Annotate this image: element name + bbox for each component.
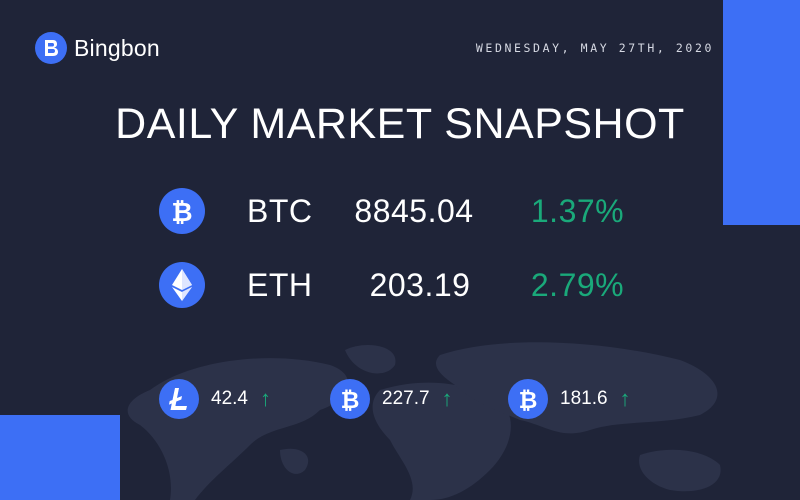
- coin-price: 8845.04: [354, 193, 474, 229]
- bitcoin-icon: ₿: [508, 379, 548, 419]
- bitcoin-icon: ₿: [159, 188, 205, 234]
- mini-ticker-litecoin: 42.4 ↑: [159, 378, 271, 420]
- coin-price: 203.19: [369, 267, 471, 303]
- coin-row-btc: ₿ BTC 8845.04 1.37%: [0, 188, 800, 240]
- coin-symbol: ETH: [247, 267, 313, 303]
- arrow-up-icon: ↑: [619, 386, 631, 411]
- brand-name: Bingbon: [74, 34, 160, 61]
- svg-text:₿: ₿: [341, 388, 360, 412]
- arrow-up-icon: ↑: [441, 386, 453, 411]
- mini-ticker-bitcoin: ₿ 227.7 ↑: [330, 378, 453, 420]
- ethereum-icon: [159, 262, 205, 308]
- ticker-value: 181.6: [560, 388, 608, 409]
- accent-block-top-right: [723, 0, 800, 225]
- date-label: WEDNESDAY, MAY 27TH, 2020: [475, 41, 714, 55]
- coin-symbol: BTC: [247, 193, 313, 229]
- mini-ticker-bitcoin-2: ₿ 181.6 ↑: [508, 378, 631, 420]
- ticker-value: 227.7: [382, 388, 430, 409]
- brand-logo[interactable]: Bingbon: [35, 32, 160, 64]
- bitcoin-icon: ₿: [330, 379, 370, 419]
- litecoin-icon: [159, 379, 199, 419]
- world-map-background: [127, 342, 721, 500]
- page-title: DAILY MARKET SNAPSHOT: [115, 100, 685, 148]
- coin-change: 2.79%: [530, 267, 625, 303]
- svg-text:₿: ₿: [171, 198, 192, 226]
- bingbon-logo-icon: [35, 32, 67, 64]
- ticker-value: 42.4: [211, 388, 248, 409]
- coin-change: 1.37%: [530, 193, 625, 229]
- coin-row-eth: ETH 203.19 2.79%: [0, 262, 800, 314]
- accent-block-bottom-left: [0, 415, 120, 500]
- arrow-up-icon: ↑: [259, 386, 271, 411]
- svg-text:₿: ₿: [519, 388, 538, 412]
